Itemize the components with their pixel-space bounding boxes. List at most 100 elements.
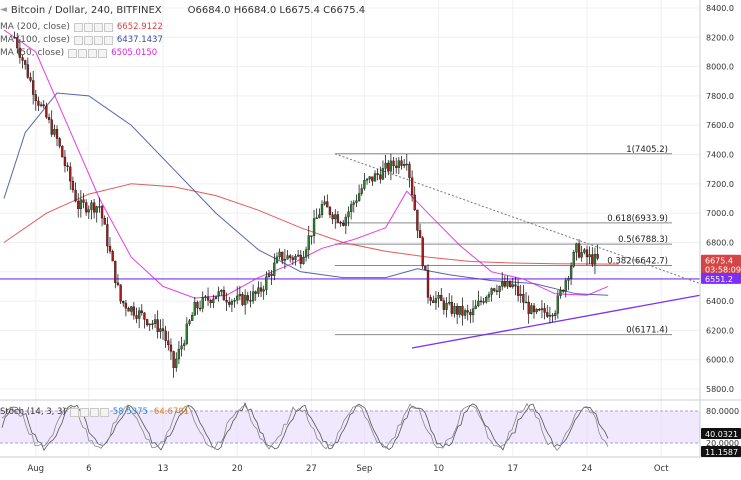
more-icon[interactable] <box>103 35 113 45</box>
candle-body <box>416 209 419 231</box>
price-badge-text: 6551.2 <box>705 275 733 284</box>
price-tick-label: 5800.0 <box>706 385 734 394</box>
stoch-badge <box>701 428 741 439</box>
candle-body <box>238 294 242 297</box>
settings-icon[interactable] <box>83 22 93 32</box>
candle-body <box>490 288 493 295</box>
candle-body <box>334 214 337 220</box>
candle-body <box>209 300 212 304</box>
chart-legend: ◄ Bitcoin / Dollar, 240, BITFINEX O6684.… <box>0 0 700 62</box>
stochastic-panel <box>0 402 700 452</box>
candle-body <box>246 295 249 301</box>
candle-body <box>169 344 173 352</box>
time-tick-label: Aug <box>27 464 44 474</box>
candle-body <box>318 214 321 218</box>
stoch-badge-text: 40.0321 <box>705 430 738 439</box>
candle-body <box>583 249 586 253</box>
candle-body <box>241 294 244 305</box>
price-badge <box>701 272 741 284</box>
eye-icon[interactable] <box>69 407 79 417</box>
more-icon[interactable] <box>98 48 108 58</box>
candle-body <box>270 273 273 276</box>
candle-body <box>42 104 45 107</box>
close-icon[interactable] <box>93 35 103 45</box>
fib-level-label: 0(6171.4) <box>626 326 668 336</box>
more-icon[interactable] <box>103 22 113 32</box>
candle-body <box>233 300 236 302</box>
more-icon[interactable] <box>99 407 109 417</box>
candle-body <box>103 217 106 225</box>
time-tick-label: 6 <box>86 464 91 474</box>
candle-body <box>503 281 507 287</box>
candle-body <box>24 60 27 65</box>
candle-body <box>445 303 448 310</box>
time-tick-label: Sep <box>356 464 372 474</box>
settings-icon[interactable] <box>79 407 89 417</box>
indicator-buttons[interactable] <box>73 35 113 45</box>
candle-body <box>228 302 231 305</box>
settings-icon[interactable] <box>78 48 88 58</box>
collapse-legend-icon[interactable]: ◄ <box>0 5 7 15</box>
candle-body <box>432 300 435 303</box>
candle-body <box>315 217 318 219</box>
candle-body <box>434 298 438 303</box>
price-tick-label: 6000.0 <box>706 356 734 365</box>
fib-level-label: 0.5(6788.3) <box>618 235 668 245</box>
indicator-row-ma100[interactable]: MA (100, close) 6437.1437 <box>0 34 163 46</box>
price-badge-text: 03:58:09 <box>705 266 741 275</box>
candle-body <box>410 177 414 196</box>
candle-body <box>82 199 85 203</box>
candle-body <box>159 328 162 332</box>
open-value: 6684.0 <box>195 4 231 16</box>
candle-body <box>204 296 207 298</box>
high-label: H <box>233 4 242 16</box>
candle-body <box>535 309 538 313</box>
candle-body <box>296 254 300 257</box>
candle-body <box>164 330 167 341</box>
candle-body <box>190 315 194 321</box>
candle-body <box>119 284 122 302</box>
candle-body <box>548 314 552 317</box>
indicator-buttons[interactable] <box>73 22 113 32</box>
candle-body <box>363 180 366 189</box>
candle-body <box>198 307 202 310</box>
stoch-legend[interactable]: Stoch (14, 3, 3) 58.5375 64.6701 <box>0 406 189 418</box>
candle-body <box>206 296 210 301</box>
candle-body <box>249 300 252 302</box>
candle-body <box>257 287 260 294</box>
candle-body <box>511 284 514 287</box>
candle-body <box>506 280 509 287</box>
candle-body <box>384 162 387 169</box>
candle-body <box>349 204 353 212</box>
close-icon[interactable] <box>88 48 98 58</box>
symbol-title[interactable]: Bitcoin / Dollar, 240, BITFINEX <box>10 4 162 16</box>
candle-body <box>323 201 326 205</box>
stoch-buttons[interactable] <box>69 407 109 417</box>
candle-body <box>39 104 43 106</box>
candle-body <box>71 181 75 191</box>
candle-body <box>90 202 93 210</box>
candle-body <box>63 156 67 166</box>
candle-body <box>281 251 284 261</box>
close-icon[interactable] <box>89 407 99 417</box>
candle-body <box>265 276 268 290</box>
candle-body <box>254 291 257 294</box>
settings-icon[interactable] <box>83 35 93 45</box>
candle-body <box>588 254 591 258</box>
candle-body <box>524 301 528 304</box>
low-value: 6675.4 <box>284 4 320 16</box>
candle-body <box>360 188 363 194</box>
candle-body <box>95 206 98 213</box>
candle-body <box>342 223 345 226</box>
eye-icon[interactable] <box>73 35 83 45</box>
indicator-row-ma50[interactable]: MA (50, close) 6505.0150 <box>0 47 157 59</box>
candle-body <box>185 323 189 344</box>
candle-body <box>498 286 501 292</box>
eye-icon[interactable] <box>68 48 78 58</box>
eye-icon[interactable] <box>73 22 83 32</box>
close-icon[interactable] <box>93 22 103 32</box>
indicator-row-ma200[interactable]: MA (200, close) 6652.9122 <box>0 21 163 33</box>
indicator-buttons[interactable] <box>68 48 108 58</box>
candle-body <box>379 174 382 180</box>
candle-body <box>161 328 165 332</box>
